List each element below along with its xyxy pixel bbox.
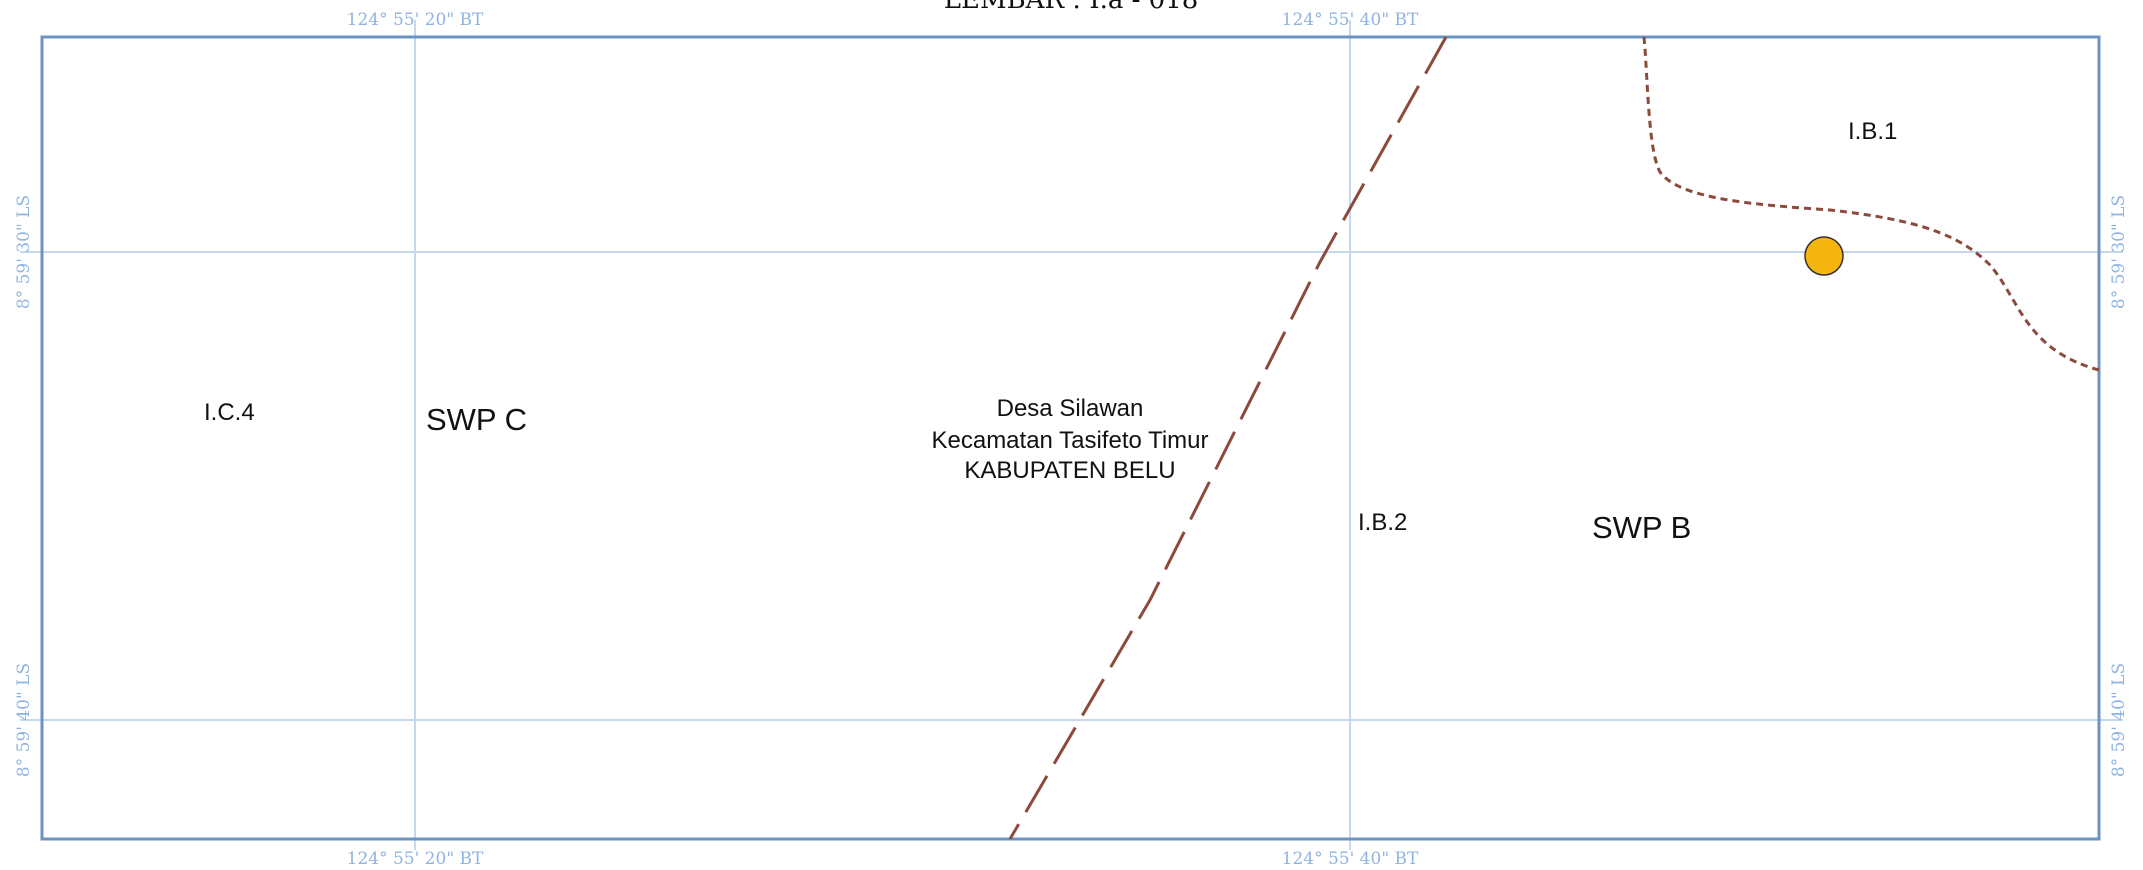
coord-bottom-2: 124° 55' 40" BT bbox=[1282, 849, 1419, 869]
regency-label: KABUPATEN BELU bbox=[964, 457, 1175, 484]
subdistrict-label: Kecamatan Tasifeto Timur bbox=[931, 427, 1208, 454]
area-label-ib1: I.B.1 bbox=[1848, 118, 1897, 145]
coord-top-2: 124° 55' 40" BT bbox=[1282, 10, 1419, 30]
area-label-swp-b: SWP B bbox=[1592, 510, 1691, 545]
graticule bbox=[20, 20, 2123, 850]
location-point-marker[interactable] bbox=[1804, 236, 1844, 276]
village-label: Desa Silawan bbox=[997, 395, 1144, 422]
coord-bottom-1: 124° 55' 20" BT bbox=[347, 849, 484, 869]
area-label-ib2: I.B.2 bbox=[1358, 509, 1407, 536]
area-label-swp-c: SWP C bbox=[426, 402, 527, 437]
district-boundary-line bbox=[1008, 36, 1448, 840]
coord-right-1: 8° 59' 30" LS bbox=[2109, 195, 2129, 309]
coord-left-2: 8° 59' 40" LS bbox=[14, 663, 34, 777]
sheet-title: LEMBAR : I.a - 018 bbox=[944, 0, 1199, 15]
area-label-ic4: I.C.4 bbox=[204, 399, 255, 426]
coord-left-1: 8° 59' 30" LS bbox=[14, 195, 34, 309]
coord-top-1: 124° 55' 20" BT bbox=[347, 10, 484, 30]
swp-boundary-line bbox=[1642, 36, 2100, 372]
map-frame bbox=[40, 35, 2101, 841]
coord-right-2: 8° 59' 40" LS bbox=[2109, 663, 2129, 777]
